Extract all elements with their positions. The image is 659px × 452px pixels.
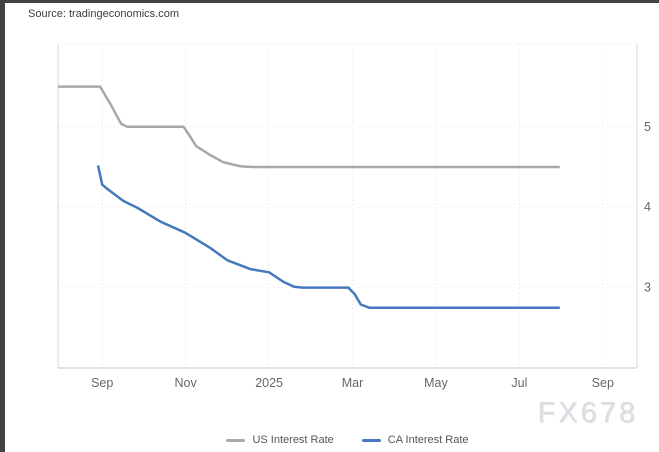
svg-text:Mar: Mar [342,376,364,390]
chart-legend: US Interest Rate CA Interest Rate [58,434,637,446]
legend-item-ca: CA Interest Rate [361,434,469,446]
svg-text:4: 4 [644,200,651,214]
source-label: Source: tradingeconomics.com [28,8,180,20]
top-frame-border [0,0,659,3]
legend-item-us: US Interest Rate [226,434,334,446]
svg-text:Sep: Sep [91,376,113,390]
svg-text:3: 3 [644,281,651,295]
us-line-marker-icon [226,438,246,442]
watermark: FX678 [537,397,638,429]
svg-text:2025: 2025 [255,376,283,390]
svg-text:May: May [424,376,448,390]
left-frame-border [0,0,5,452]
legend-label-ca: CA Interest Rate [387,434,469,446]
svg-text:Nov: Nov [174,376,197,390]
ca-line-marker-icon [361,438,381,442]
svg-text:5: 5 [644,120,651,134]
svg-text:Jul: Jul [511,376,527,390]
svg-text:Sep: Sep [592,376,614,390]
legend-label-us: US Interest Rate [252,434,334,446]
